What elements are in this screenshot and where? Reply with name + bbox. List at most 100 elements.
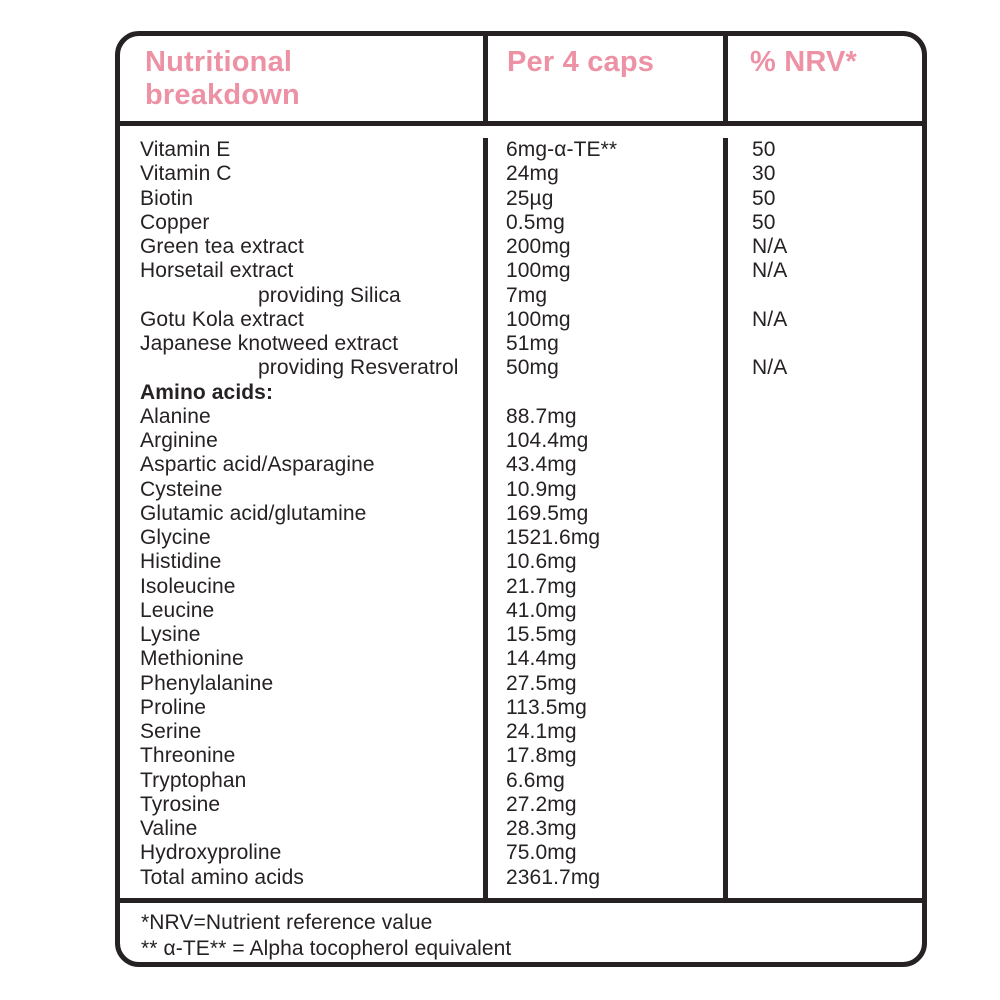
row-value-5: 100mg <box>506 259 571 283</box>
row-value-19: 41.0mg <box>506 598 577 622</box>
row-nrv-29 <box>752 841 922 865</box>
row-value-25: 17.8mg <box>506 744 577 768</box>
row-value-20: 15.5mg <box>506 623 577 646</box>
row-value-12: 104.4mg <box>506 429 589 452</box>
row-value-28: 28.3mg <box>506 817 577 840</box>
row-value-0: 6mg-α-TE** <box>506 138 618 161</box>
row-nrv-28 <box>752 817 922 841</box>
row-label-26: Tryptophan <box>140 768 247 792</box>
row-label-20: Lysine <box>140 623 201 646</box>
header-cell-nutritional-breakdown: Nutritional breakdown <box>120 36 488 121</box>
row-nrv-17 <box>752 550 922 574</box>
row-nrv-13 <box>752 453 922 477</box>
row-nrv-11 <box>752 405 922 429</box>
table-header-row: Nutritional breakdown Per 4 caps % NRV* <box>120 36 922 126</box>
row-value-11: 88.7mg <box>506 404 577 428</box>
row-nrv-23 <box>752 696 922 720</box>
row-label-10: Amino acids: <box>140 380 274 404</box>
row-label-18: Isoleucine <box>140 574 236 598</box>
header-label-per-4-caps: Per 4 caps <box>507 46 655 78</box>
row-value-14: 10.9mg <box>506 477 577 501</box>
row-value-17: 10.6mg <box>506 550 577 574</box>
row-value-13: 43.4mg <box>506 453 577 477</box>
row-value-22: 27.5mg <box>506 671 577 695</box>
row-label-29: Hydroxyproline <box>140 841 282 865</box>
row-nrv-16 <box>752 526 922 550</box>
row-nrv-14 <box>752 478 922 502</box>
row-nrv-5: N/A <box>752 259 788 283</box>
header-cell-nrv: % NRV* <box>728 36 922 121</box>
column-nrv-values: 50 30 50 50 N/A N/A N/A N/A <box>728 138 922 898</box>
row-label-23: Proline <box>140 695 207 719</box>
row-value-2: 25µg <box>506 186 554 210</box>
row-nrv-20 <box>752 623 922 647</box>
row-nrv-25 <box>752 744 922 768</box>
row-nrv-21 <box>752 647 922 671</box>
row-label-7: Gotu Kola extract <box>140 307 304 331</box>
row-label-9: providing Resveratrol <box>258 356 459 380</box>
row-nrv-9: N/A <box>752 356 788 380</box>
row-nrv-18 <box>752 575 922 599</box>
nutrition-table: Nutritional breakdown Per 4 caps % NRV* … <box>115 31 927 967</box>
row-value-1: 24mg <box>506 162 559 186</box>
row-label-25: Threonine <box>140 744 236 768</box>
row-label-16: Glycine <box>140 526 211 549</box>
row-value-16: 1521.6mg <box>506 526 601 549</box>
row-label-3: Copper <box>140 210 210 234</box>
row-label-2: Biotin <box>140 186 194 210</box>
row-label-11: Alanine <box>140 404 211 428</box>
row-label-30: Total amino acids <box>140 865 304 889</box>
row-value-8: 51mg <box>506 332 559 355</box>
row-nrv-8 <box>752 332 922 356</box>
row-label-5: Horsetail extract <box>140 259 294 283</box>
row-value-9: 50mg <box>506 356 559 380</box>
header-cell-per-4-caps: Per 4 caps <box>488 36 728 121</box>
row-nrv-10 <box>752 381 922 405</box>
row-value-29: 75.0mg <box>506 841 577 865</box>
row-value-3: 0.5mg <box>506 210 565 234</box>
row-label-0: Vitamin E <box>140 138 231 161</box>
row-nrv-30 <box>752 866 922 890</box>
row-nrv-0: 50 <box>752 138 776 161</box>
row-value-23: 113.5mg <box>506 695 587 719</box>
row-value-26: 6.6mg <box>506 768 565 792</box>
row-label-22: Phenylalanine <box>140 671 274 695</box>
row-label-4: Green tea extract <box>140 235 304 258</box>
row-label-19: Leucine <box>140 598 215 622</box>
row-nrv-19 <box>752 599 922 623</box>
row-label-12: Arginine <box>140 429 218 452</box>
header-label-nrv: % NRV* <box>750 46 858 78</box>
row-nrv-6 <box>752 284 922 308</box>
row-nrv-4: N/A <box>752 235 788 258</box>
row-nrv-24 <box>752 720 922 744</box>
row-label-24: Serine <box>140 720 202 743</box>
footnote-alpha-te-definition: ** α-TE** = Alpha tocopherol equivalent <box>141 937 512 960</box>
row-label-13: Aspartic acid/Asparagine <box>140 453 375 477</box>
row-nrv-3: 50 <box>752 210 776 234</box>
row-nrv-12 <box>752 429 922 453</box>
row-label-27: Tyrosine <box>140 792 221 816</box>
header-label-nutritional-breakdown: Nutritional breakdown <box>145 46 300 111</box>
row-label-8: Japanese knotweed extract <box>140 332 399 355</box>
row-value-10 <box>506 381 723 405</box>
row-value-27: 27.2mg <box>506 792 577 816</box>
row-nrv-7: N/A <box>752 307 788 331</box>
row-label-1: Vitamin C <box>140 162 232 186</box>
row-nrv-15 <box>752 502 922 526</box>
row-label-15: Glutamic acid/glutamine <box>140 501 367 525</box>
row-value-6: 7mg <box>506 283 548 307</box>
row-label-21: Methionine <box>140 647 244 671</box>
row-label-17: Histidine <box>140 550 222 574</box>
row-nrv-1: 30 <box>752 162 776 186</box>
row-label-28: Valine <box>140 817 198 840</box>
row-value-21: 14.4mg <box>506 647 577 671</box>
footnote-nrv-definition: *NRV=Nutrient reference value <box>141 911 433 934</box>
column-nutrient-names: Vitamin E Vitamin C Biotin Copper Green tea … <box>120 138 488 898</box>
row-value-15: 169.5mg <box>506 501 589 525</box>
row-label-6: providing Silica <box>258 283 401 307</box>
row-nrv-26 <box>752 769 922 793</box>
table-body: Vitamin E Vitamin C Biotin Copper Green tea … <box>120 126 922 903</box>
row-value-24: 24.1mg <box>506 720 577 743</box>
row-nrv-22 <box>752 672 922 696</box>
